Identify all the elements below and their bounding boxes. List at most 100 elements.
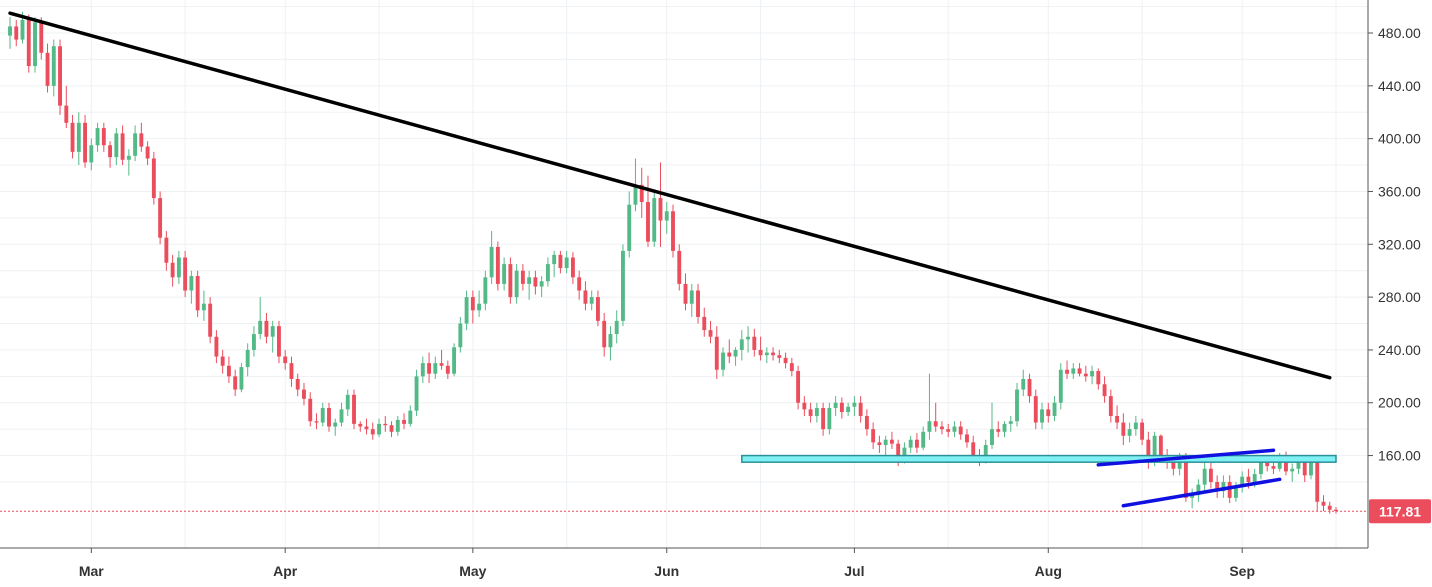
y-tick-label: 480.00 [1378, 25, 1421, 41]
y-tick-label: 320.00 [1378, 236, 1421, 252]
candle-body [1102, 384, 1107, 397]
candle-body [1252, 474, 1257, 482]
candle-body [1296, 462, 1301, 469]
candle-body [176, 257, 181, 278]
candle-body [889, 439, 894, 444]
candle-body [1040, 409, 1044, 423]
candle-body [1215, 481, 1220, 492]
x-tick-label: May [459, 563, 486, 579]
candle-body [1152, 435, 1157, 463]
candle-body [896, 443, 901, 461]
candle-body [1090, 371, 1095, 377]
candle-body [1021, 378, 1026, 390]
candle-body [1096, 371, 1101, 385]
candle-body [965, 434, 969, 443]
candle-body [251, 334, 256, 350]
candle-body [614, 320, 619, 335]
candle-body [646, 202, 650, 242]
candle-body [921, 431, 926, 448]
candle-body [1015, 389, 1019, 422]
candle-body [339, 409, 344, 423]
candle-body [76, 122, 81, 152]
candle-body [445, 365, 450, 374]
candle-body [183, 257, 188, 291]
candle-body [633, 184, 638, 205]
candle-body [126, 155, 131, 160]
candle-body [1171, 462, 1176, 469]
candle-body [739, 339, 744, 350]
candle-body [520, 270, 525, 284]
candle-body [1221, 481, 1226, 492]
candle-body [233, 376, 238, 390]
candle-body [589, 297, 594, 304]
candle-body [483, 277, 488, 304]
candle-body [783, 357, 788, 364]
candle-body [195, 275, 200, 311]
candle-body [145, 146, 150, 159]
candle-body [402, 419, 406, 424]
candle-body [752, 336, 757, 350]
candle-body [108, 145, 113, 158]
candle-body [420, 363, 425, 377]
candle-body [1271, 466, 1276, 469]
candle-body [333, 422, 338, 427]
candle-body [539, 281, 544, 287]
candle-body [821, 408, 826, 430]
candle-body [1027, 378, 1032, 397]
candle-body [583, 290, 588, 304]
candle-body [51, 46, 56, 86]
candle-body [883, 439, 888, 446]
candle-body [1233, 487, 1238, 498]
candle-body [477, 303, 482, 311]
candle-body [258, 320, 263, 335]
candle-body [577, 277, 582, 291]
candle-body [95, 128, 100, 146]
candle-body [758, 349, 763, 356]
candle-body [871, 429, 876, 443]
candle-body [902, 447, 907, 461]
candle-body [327, 408, 331, 427]
candle-body [320, 408, 325, 423]
candle-body [789, 363, 794, 372]
candle-body [489, 246, 494, 278]
candle-body [8, 26, 12, 36]
candle-body [827, 408, 832, 430]
candle-body [596, 297, 600, 321]
candle-body [908, 439, 913, 448]
candle-body [277, 326, 281, 357]
candle-body [1177, 458, 1182, 469]
candle-body [226, 365, 231, 377]
candle-body [64, 105, 69, 123]
candle-body [1240, 476, 1245, 488]
candle-body [839, 402, 844, 412]
candle-body [58, 46, 62, 106]
candle-body [940, 426, 944, 430]
candle-body [1309, 462, 1313, 476]
candle-body [1290, 468, 1295, 472]
candle-body [414, 376, 419, 411]
candle-body [627, 204, 632, 251]
candle-body [433, 363, 438, 374]
y-tick-label: 240.00 [1378, 342, 1421, 358]
candle-body [1208, 468, 1213, 482]
candle-body [1115, 415, 1120, 423]
candle-body [345, 394, 350, 410]
candle-body [552, 254, 557, 265]
candle-body [358, 423, 363, 427]
x-tick-label: Apr [273, 563, 298, 579]
wedge-lower-line [1121, 477, 1282, 508]
candle-body [858, 402, 863, 416]
candle-body [621, 250, 625, 321]
candle-body [270, 326, 275, 337]
candle-body [295, 378, 300, 390]
candle-body [1077, 368, 1082, 374]
candle-body [658, 198, 663, 221]
y-tick-label: 360.00 [1378, 183, 1421, 199]
candle-body [395, 419, 400, 432]
x-tick-label: Jul [844, 563, 864, 579]
candle-body [383, 423, 388, 426]
candle-body [527, 277, 532, 284]
drawings [8, 11, 1337, 508]
